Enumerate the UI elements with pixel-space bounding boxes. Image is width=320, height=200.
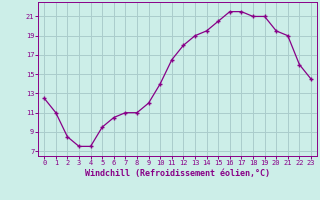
X-axis label: Windchill (Refroidissement éolien,°C): Windchill (Refroidissement éolien,°C) [85,169,270,178]
